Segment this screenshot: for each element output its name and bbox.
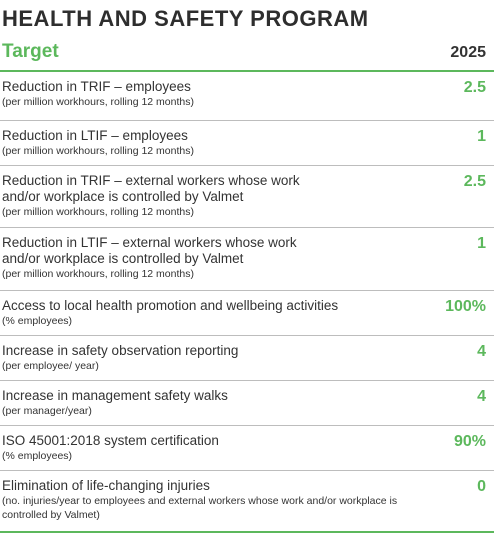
table-row: Elimination of life-changing injuries (n… bbox=[0, 471, 494, 533]
row-value: 4 bbox=[477, 343, 486, 360]
table-row: Reduction in LTIF – external workers who… bbox=[0, 228, 494, 291]
row-sublabel: (per employee/ year) bbox=[2, 360, 99, 372]
row-value: 90% bbox=[453, 433, 486, 450]
row-value: 0 bbox=[477, 478, 486, 495]
row-value: 100% bbox=[445, 298, 486, 315]
row-sublabel: (% employees) bbox=[2, 450, 73, 462]
row-label: Increase in safety observation reporting bbox=[2, 343, 239, 358]
table-row: Increase in safety observation reporting… bbox=[0, 336, 494, 381]
row-label: Reduction in LTIF – employees bbox=[2, 128, 188, 143]
row-sublabel: (per manager/year) bbox=[2, 405, 92, 417]
target-column-header: Target bbox=[2, 41, 59, 62]
row-label: Increase in management safety walks bbox=[2, 388, 228, 403]
table-row: Reduction in TRIF – external workers who… bbox=[0, 166, 494, 228]
table-row: ISO 45001:2018 system certification (% e… bbox=[0, 426, 494, 471]
row-label: Reduction in TRIF – external workers who… bbox=[2, 173, 300, 204]
row-sublabel: (no. injuries/year to employees and exte… bbox=[2, 495, 398, 521]
row-value: 1 bbox=[477, 128, 486, 145]
row-label: Reduction in TRIF – employees bbox=[2, 79, 191, 94]
row-label: ISO 45001:2018 system certification bbox=[2, 433, 219, 448]
row-sublabel: (per million workhours, rolling 12 month… bbox=[2, 268, 194, 280]
row-label: Elimination of life-changing injuries bbox=[2, 478, 210, 493]
year-column-header: 2025 bbox=[450, 44, 486, 61]
table-header: Target 2025 bbox=[0, 40, 494, 72]
row-sublabel: (per million workhours, rolling 12 month… bbox=[2, 145, 194, 157]
table-row: Reduction in LTIF – employees (per milli… bbox=[0, 121, 494, 166]
row-value: 2.5 bbox=[463, 173, 486, 190]
row-sublabel: (% employees) bbox=[2, 315, 73, 327]
table-row: Reduction in TRIF – employees (per milli… bbox=[0, 72, 494, 121]
row-sublabel: (per million workhours, rolling 12 month… bbox=[2, 96, 194, 108]
row-value: 1 bbox=[477, 235, 486, 252]
row-value: 2.5 bbox=[463, 79, 486, 96]
row-label: Reduction in LTIF – external workers who… bbox=[2, 235, 297, 266]
table-row: Access to local health promotion and wel… bbox=[0, 291, 494, 336]
row-sublabel: (per million workhours, rolling 12 month… bbox=[2, 206, 194, 218]
row-label: Access to local health promotion and wel… bbox=[2, 298, 339, 313]
table-row: Increase in management safety walks (per… bbox=[0, 381, 494, 426]
page-title: HEALTH AND SAFETY PROGRAM bbox=[2, 6, 369, 31]
targets-table: Reduction in TRIF – employees (per milli… bbox=[0, 72, 494, 533]
row-value: 4 bbox=[477, 388, 486, 405]
